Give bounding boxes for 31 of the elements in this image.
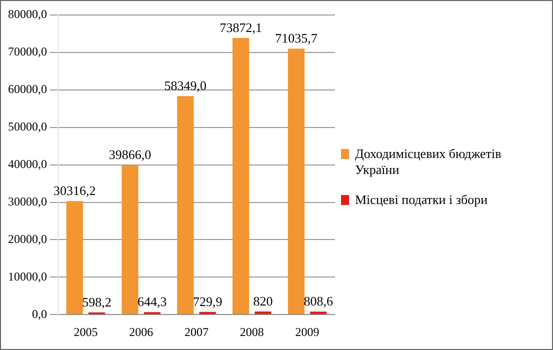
x-tick-label: 2006 [129,324,154,339]
bar [66,201,83,314]
data-label: 30316,2 [53,182,96,198]
x-tick-label: 2009 [295,324,320,339]
bar [177,96,194,314]
bar [232,38,250,314]
y-tick-label: 10000,0 [8,269,47,284]
data-label: 58349,0 [164,78,207,94]
bar [310,312,327,314]
x-tick-label: 2007 [184,324,208,339]
y-tick-label: 50000,0 [8,120,47,134]
x-tick-label: 2005 [74,324,98,339]
data-label: 73872,1 [220,20,262,35]
data-label: 820 [253,293,273,308]
y-tick-label: 0,0 [32,306,47,321]
data-label: 39866,0 [108,147,152,162]
y-tick-label: 30000,0 [8,194,47,208]
y-tick-label: 70000,0 [8,44,47,59]
y-tick-label: 20000,0 [8,232,47,246]
bar [254,312,272,314]
data-label: 729,9 [192,294,222,309]
bar [288,48,305,314]
data-label: 644,3 [138,294,167,310]
y-tick-label: 80000,0 [8,7,47,22]
legend-label: Місцеві податки і збори [355,192,488,208]
legend-label: Доходимісцевих бюджетів України [355,146,502,178]
y-tick-label: 40000,0 [8,156,47,171]
y-tick-label: 60000,0 [8,82,47,96]
bar [122,165,138,314]
x-tick-label: 2008 [240,324,264,339]
data-label: 71035,7 [275,30,318,46]
